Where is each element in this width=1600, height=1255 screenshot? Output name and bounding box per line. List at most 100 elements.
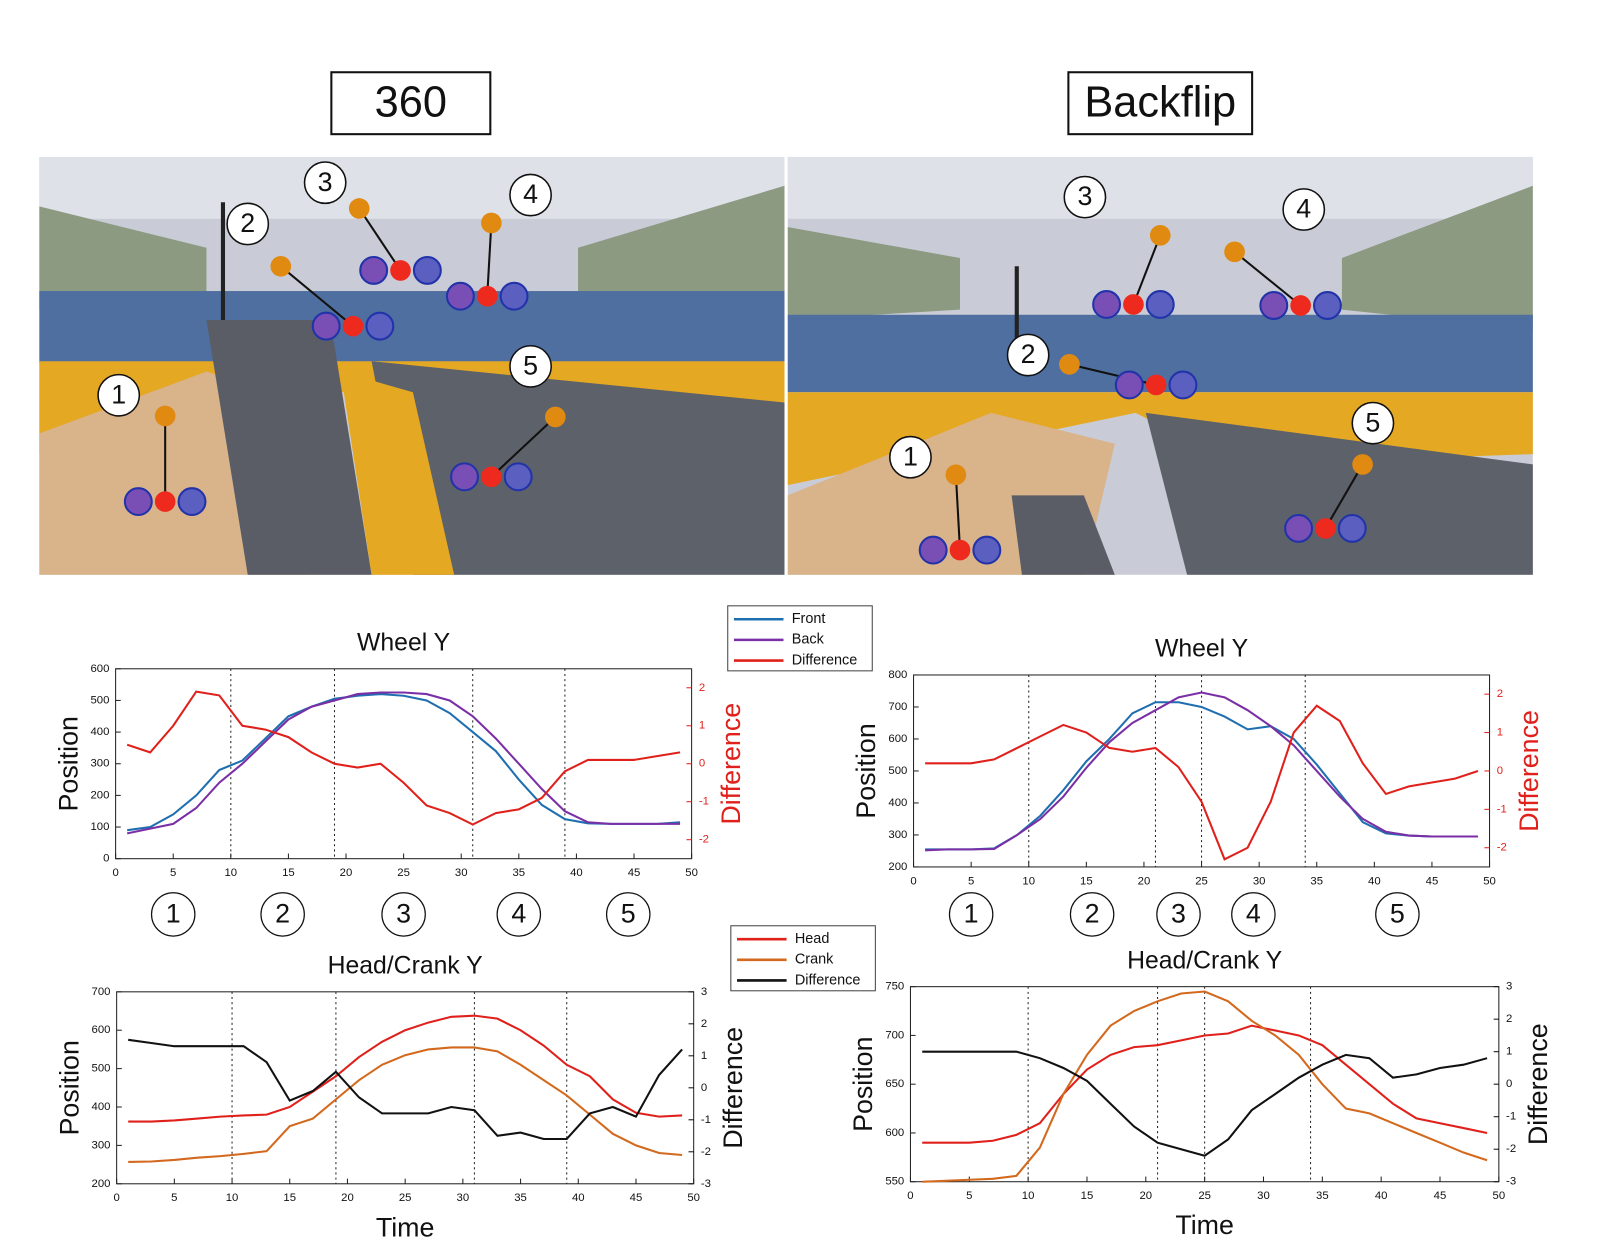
photo-marker-label: 3 <box>318 167 333 197</box>
y2-tick-label: 1 <box>1506 1046 1512 1058</box>
x-tick-label: 5 <box>170 867 176 879</box>
head-dot <box>270 255 292 277</box>
photo-marker-label: 5 <box>1365 407 1380 437</box>
x-tick-label: 40 <box>570 867 583 879</box>
photo-marker <box>509 344 552 388</box>
y2-axis-label: Difference <box>1514 710 1544 832</box>
x-tick-label: 40 <box>1368 875 1381 887</box>
wheel-dot <box>1284 513 1314 543</box>
phase-label: 2 <box>275 899 290 929</box>
head-dot <box>945 464 967 486</box>
y-tick-label: 200 <box>92 1178 111 1190</box>
x-tick-label: 35 <box>1310 875 1323 887</box>
phase-label: 4 <box>1246 899 1261 929</box>
crank-dot <box>481 466 502 488</box>
y-tick-label: 400 <box>90 726 109 738</box>
x-tick-label: 30 <box>1257 1190 1270 1202</box>
x-tick-label: 20 <box>340 867 353 879</box>
y-tick-label: 800 <box>888 669 907 681</box>
title-box <box>330 71 492 136</box>
head-dot <box>1352 454 1373 475</box>
x-tick-label: 50 <box>685 867 698 879</box>
x-tick-label: 10 <box>226 1192 239 1204</box>
y-axis-label: Position <box>54 1040 84 1135</box>
phase-label: 1 <box>964 899 979 929</box>
y-tick-label: 300 <box>888 829 907 841</box>
photo-marker-label: 4 <box>523 179 538 209</box>
y2-tick-label: 2 <box>1506 1013 1512 1025</box>
skeleton <box>1233 251 1302 307</box>
photo-marker <box>1351 401 1395 445</box>
photo-marker <box>1063 175 1107 219</box>
y-tick-label: 700 <box>885 1029 904 1041</box>
x-tick-label: 5 <box>171 1192 177 1204</box>
x-tick-label: 40 <box>1375 1190 1388 1202</box>
phase-label: 2 <box>1085 899 1100 929</box>
y-tick-label: 500 <box>90 694 109 706</box>
crank-dot <box>342 315 364 337</box>
head-dot <box>1059 354 1080 375</box>
phase-marker <box>150 892 196 937</box>
series-line <box>925 691 1478 852</box>
x-tick-label: 40 <box>572 1192 585 1204</box>
skeleton <box>358 207 402 271</box>
wheel-dot <box>1145 290 1175 319</box>
x-tick-label: 5 <box>966 1190 972 1202</box>
chart-title: Head/Crank Y <box>328 953 483 980</box>
y2-tick-label: 0 <box>1497 765 1503 777</box>
series-line <box>128 1038 683 1141</box>
series-line <box>922 990 1488 1183</box>
phase-label: 4 <box>511 899 526 929</box>
y-tick-label: 300 <box>90 758 109 770</box>
x-tick-label: 35 <box>512 867 525 879</box>
wheel-dot <box>123 487 153 517</box>
phase-marker <box>1156 892 1201 937</box>
phase-marker <box>260 892 305 937</box>
photo-360 <box>39 156 785 575</box>
y2-tick-label: -3 <box>1506 1176 1516 1188</box>
x-tick-label: 25 <box>399 1192 412 1204</box>
legend-label: Head <box>795 931 830 947</box>
wheel-dot <box>450 462 479 492</box>
title-box <box>1067 71 1254 136</box>
x-tick-label: 45 <box>628 867 641 879</box>
series-line <box>126 691 681 835</box>
wheel-dot <box>503 462 533 492</box>
photo-marker <box>226 202 270 246</box>
x-tick-label: 25 <box>397 867 410 879</box>
y2-tick-label: -2 <box>701 1146 711 1158</box>
x-tick-label: 25 <box>1198 1190 1211 1202</box>
y2-tick-label: 2 <box>699 682 705 694</box>
y2-tick-label: -2 <box>699 834 709 846</box>
x-tick-label: 45 <box>1434 1190 1447 1202</box>
y2-tick-label: 3 <box>701 986 707 998</box>
crank-dot <box>476 285 498 307</box>
crank-dot <box>1123 294 1144 315</box>
photo-marker <box>889 435 932 479</box>
panel-title: 360 <box>375 79 447 127</box>
x-tick-label: 25 <box>1195 875 1208 887</box>
wheel-dot <box>359 255 389 285</box>
skeleton <box>280 265 354 327</box>
y2-tick-label: -1 <box>1506 1111 1516 1123</box>
skeleton <box>490 416 557 478</box>
y-tick-label: 700 <box>92 986 111 998</box>
photo-marker <box>509 173 552 217</box>
plot-frame <box>115 668 693 860</box>
series-line <box>922 1024 1488 1144</box>
y-tick-label: 200 <box>888 861 907 873</box>
photo-marker <box>1282 188 1326 231</box>
x-tick-label: 30 <box>1253 875 1266 887</box>
y-tick-label: 400 <box>92 1101 111 1113</box>
y2-tick-label: -1 <box>699 796 709 808</box>
photo-marker <box>97 373 141 417</box>
series-line <box>128 1014 683 1123</box>
x-tick-label: 50 <box>1493 1190 1506 1202</box>
photo-marker-label: 3 <box>1077 181 1092 211</box>
x-tick-label: 15 <box>282 867 295 879</box>
wheel-dot <box>499 281 529 311</box>
wheel-dot <box>365 311 395 341</box>
wheel-dot <box>177 487 207 517</box>
x-tick-label: 30 <box>457 1192 470 1204</box>
